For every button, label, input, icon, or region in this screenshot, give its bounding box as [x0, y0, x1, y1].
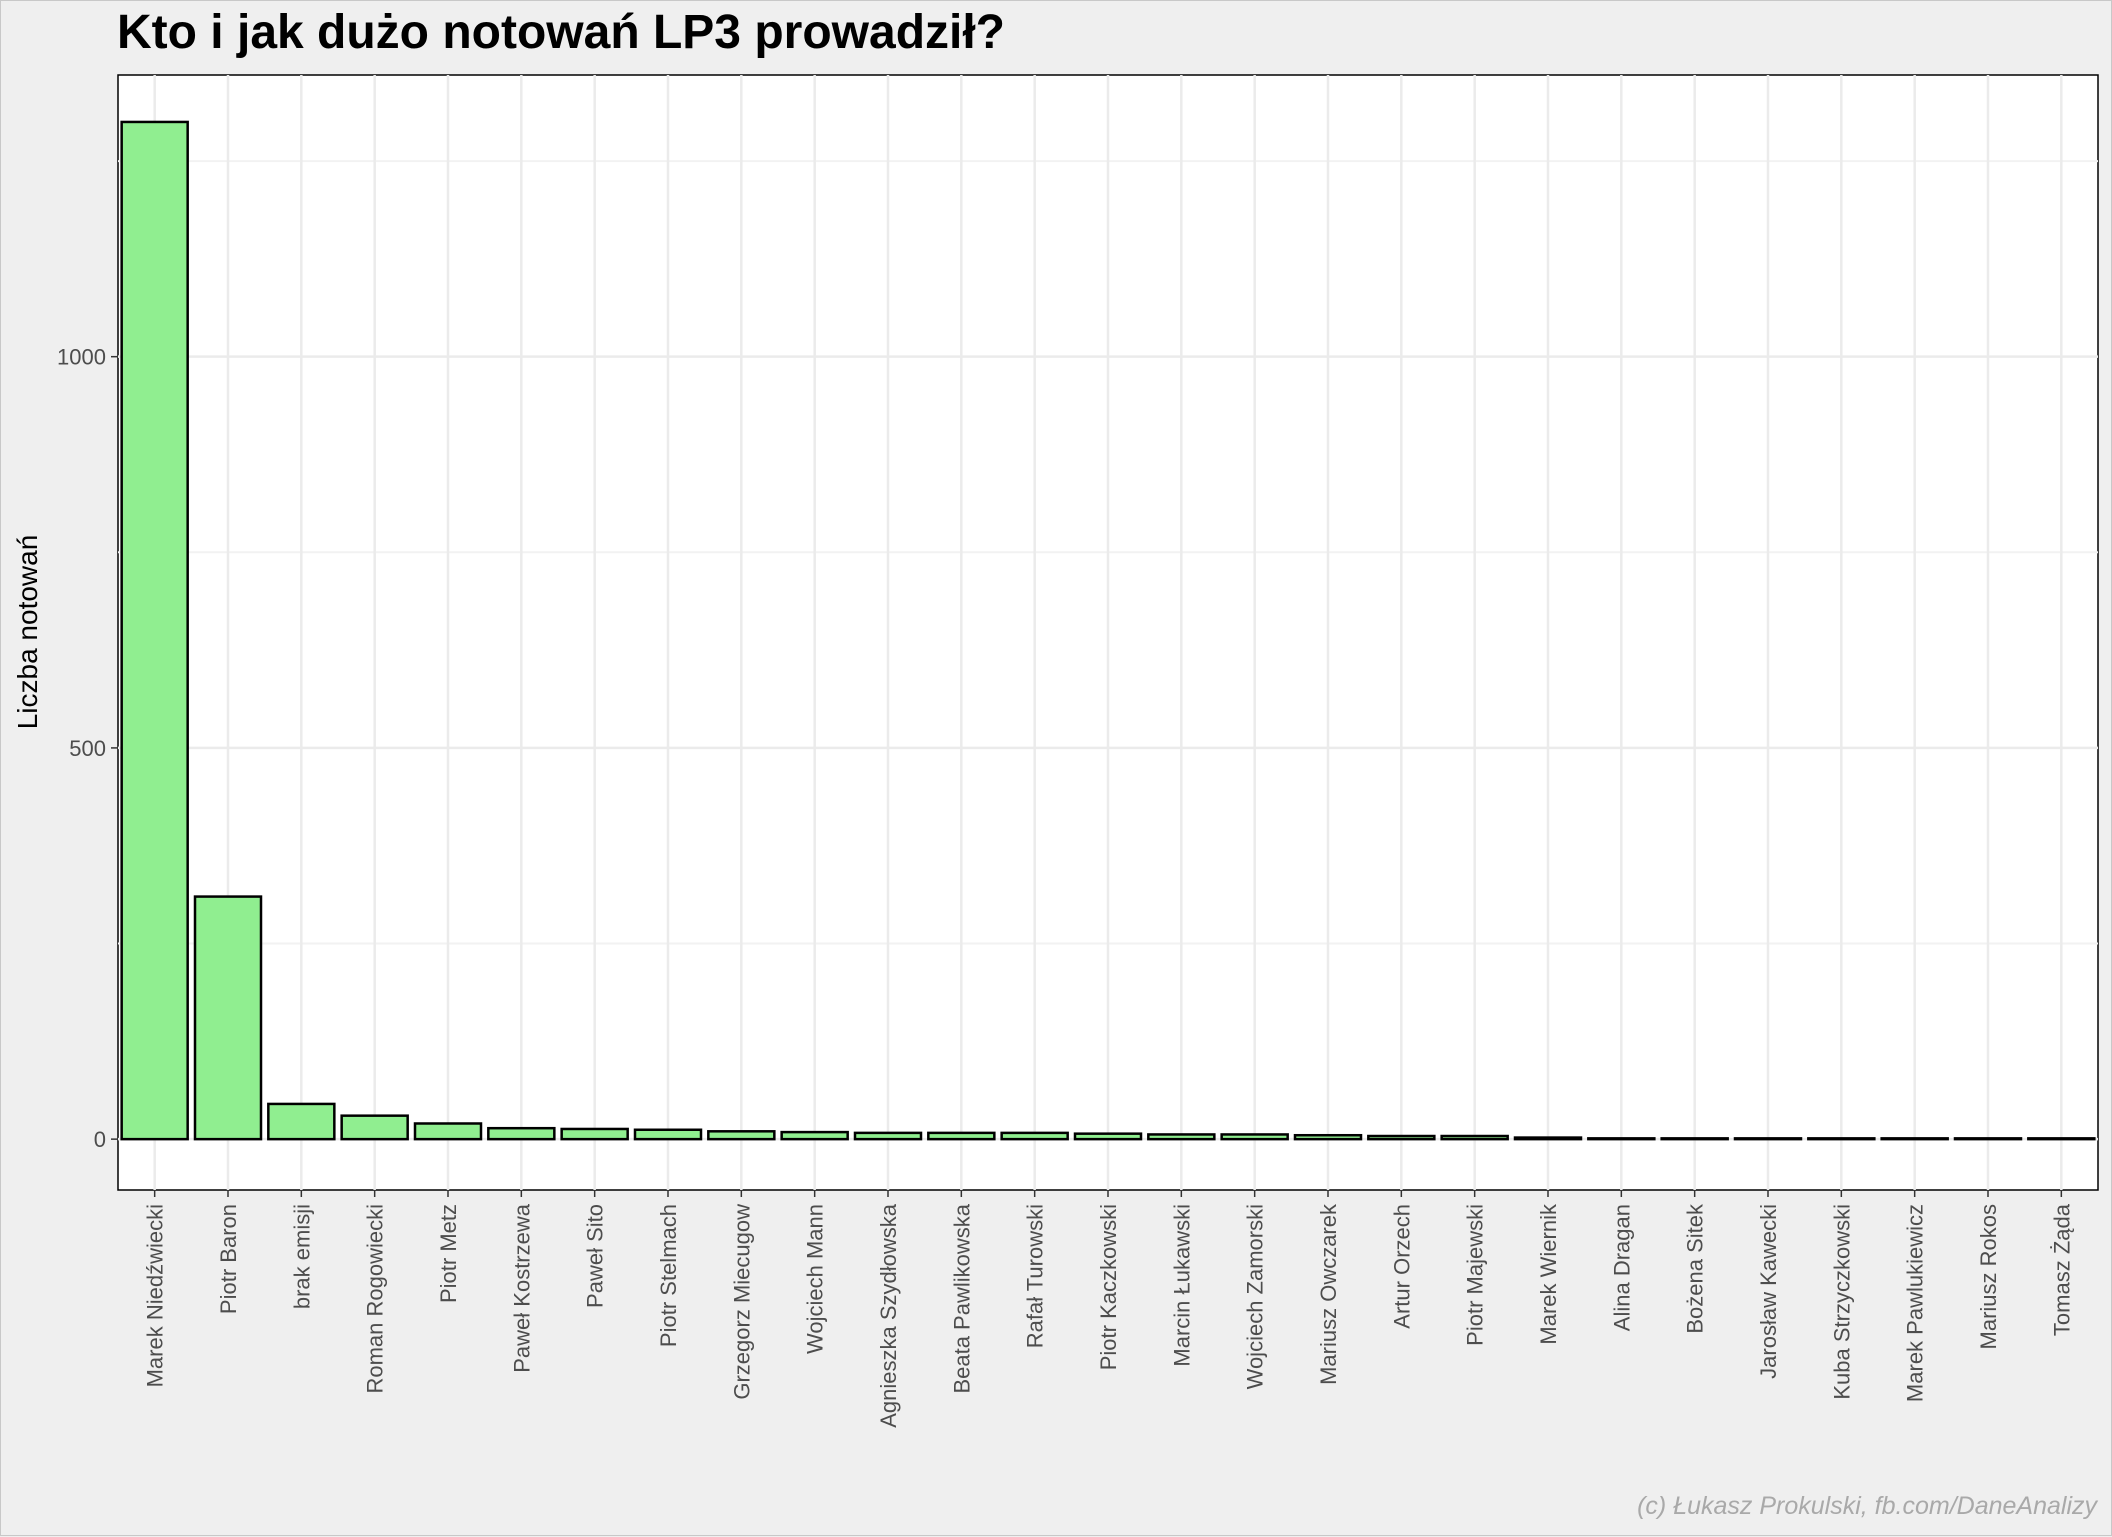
bar — [1587, 1137, 1656, 1141]
x-tick-label: Piotr Baron — [216, 1204, 241, 1314]
x-axis: Marek Niedźwiecki Piotr Baron brak emisji R… — [143, 1190, 2074, 1428]
x-tick-label: Piotr Metz — [436, 1204, 461, 1303]
y-axis-label: Liczba notowań — [12, 535, 43, 730]
bar — [1660, 1137, 1729, 1141]
y-tick-label: 1000 — [57, 345, 106, 370]
bar — [560, 1127, 629, 1141]
chart-title: Kto i jak dużo notowań LP3 prowadził? — [117, 6, 1005, 59]
bar — [1367, 1134, 1436, 1141]
x-tick-label: Artur Orzech — [1389, 1204, 1414, 1329]
x-tick-label: Marek Niedźwiecki — [143, 1204, 168, 1387]
bar — [193, 895, 263, 1141]
bar — [413, 1122, 483, 1141]
x-tick-label: Roman Rogowiecki — [363, 1204, 388, 1394]
x-tick-label: Jarosław Kawecki — [1756, 1204, 1781, 1379]
y-tick-label: 0 — [94, 1127, 106, 1152]
x-tick-label: Paweł Kostrzewa — [509, 1203, 534, 1373]
x-tick-label: Kuba Strzyczkowski — [1829, 1204, 1854, 1400]
bar — [1807, 1137, 1876, 1141]
bar — [853, 1131, 923, 1141]
bar — [1440, 1134, 1509, 1141]
bar — [2027, 1137, 2096, 1141]
copyright-caption: (c) Łukasz Prokulski, fb.com/DaneAnalizy — [1637, 1492, 2097, 1520]
bar — [927, 1131, 996, 1141]
x-tick-label: Agnieszka Szydłowska — [876, 1203, 901, 1428]
bar — [120, 120, 189, 1141]
bar — [1293, 1133, 1363, 1141]
x-tick-label: Piotr Kaczkowski — [1096, 1204, 1121, 1370]
bar — [1880, 1137, 1949, 1141]
bar — [1220, 1133, 1289, 1141]
x-tick-label: Tomasz Żąda — [2049, 1203, 2074, 1336]
y-tick-label: 500 — [69, 736, 106, 761]
bar — [633, 1128, 703, 1141]
x-tick-label: Marek Wiernik — [1536, 1203, 1561, 1345]
x-tick-label: Paweł Sito — [583, 1204, 608, 1308]
x-tick-label: Rafał Turowski — [1023, 1204, 1048, 1348]
y-axis: 0 500 1000 — [57, 345, 118, 1152]
x-tick-label: Wojciech Mann — [803, 1204, 828, 1354]
x-tick-label: brak emisji — [289, 1204, 314, 1309]
bar — [1000, 1131, 1069, 1141]
x-tick-label: Bożena Sitek — [1683, 1203, 1708, 1334]
bar — [1513, 1136, 1583, 1141]
x-tick-label: Piotr Stelmach — [656, 1204, 681, 1347]
x-tick-label: Beata Pawlikowska — [949, 1203, 974, 1393]
bar — [487, 1126, 556, 1141]
bar — [1147, 1133, 1216, 1141]
bar — [780, 1130, 849, 1141]
x-tick-label: Grzegorz Miecugow — [729, 1204, 754, 1400]
x-tick-label: Marcin Łukawski — [1169, 1204, 1194, 1367]
bar — [340, 1114, 409, 1141]
x-tick-label: Mariusz Owczarek — [1316, 1203, 1341, 1385]
bar — [267, 1102, 336, 1141]
x-tick-label: Marek Pawlukiewicz — [1903, 1204, 1928, 1402]
x-tick-label: Alina Dragan — [1609, 1204, 1634, 1331]
bar — [707, 1130, 776, 1141]
bar — [1073, 1132, 1143, 1141]
bars — [120, 120, 2096, 1141]
bar — [1953, 1137, 2023, 1141]
x-tick-label: Wojciech Zamorski — [1243, 1204, 1268, 1389]
bar — [1733, 1137, 1803, 1141]
x-tick-label: Mariusz Rokos — [1976, 1204, 2001, 1349]
x-tick-label: Piotr Majewski — [1463, 1204, 1488, 1346]
